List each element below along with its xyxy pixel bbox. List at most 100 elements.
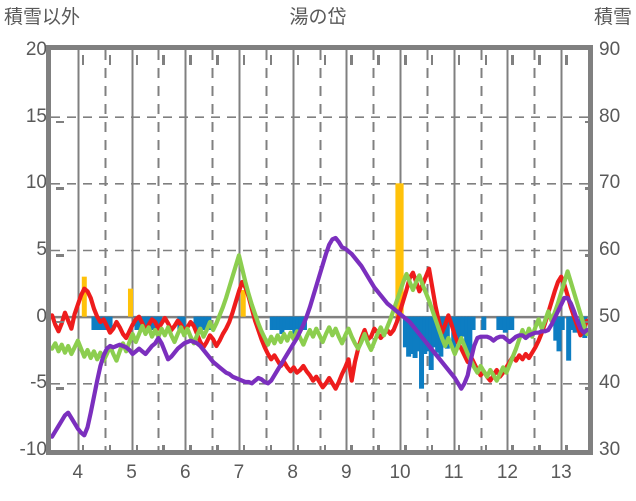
y-tick-mark-left (56, 120, 64, 124)
y-tick-mark-left (56, 387, 64, 390)
bar-blue (419, 316, 425, 389)
y-axis-tick-label-right: 80 (599, 105, 621, 127)
x-tick-mark-bottom (377, 445, 380, 455)
x-tick-mark-top (189, 55, 192, 65)
bar-blue (94, 316, 100, 330)
y-tick-mark-right (585, 254, 593, 257)
y-axis-tick-label-right: 60 (599, 239, 621, 260)
chart-canvas (51, 50, 588, 450)
bar-blue (196, 316, 202, 330)
left-axis-title: 積雪以外 (4, 7, 81, 28)
bar-blue (556, 316, 562, 352)
bar-blue (509, 316, 515, 330)
bar-blue (444, 316, 450, 349)
bar-blue (134, 316, 140, 330)
bar-blue (282, 316, 288, 330)
y-tick-mark-left (56, 254, 64, 257)
plot-area (51, 50, 588, 450)
y-tick-mark-right (585, 120, 593, 124)
plot-frame (46, 45, 593, 455)
x-axis-tick-label: 12 (496, 462, 519, 483)
y-axis-tick-label-right: 30 (599, 439, 621, 460)
x-tick-mark-bottom (81, 445, 85, 455)
bar-blue (279, 316, 285, 334)
x-tick-mark-bottom (484, 445, 488, 455)
bar-blue (553, 316, 559, 341)
bar-blue (91, 316, 97, 330)
x-tick-mark-top (484, 55, 488, 65)
bar-blue (144, 316, 150, 330)
bar-blue (180, 316, 186, 330)
y-axis-tick-label-right: 40 (599, 372, 621, 394)
series-line-red (51, 266, 588, 391)
x-tick-mark-top (296, 55, 300, 65)
bar-blue (289, 316, 295, 330)
bar-blue (425, 316, 431, 352)
y-tick-mark-right (585, 187, 593, 190)
bar-blue (435, 316, 441, 353)
bar-blue (502, 316, 508, 333)
bar-orange (398, 183, 404, 317)
bar-blue (460, 316, 466, 337)
y-axis-tick-label-left: 10 (25, 172, 47, 194)
y-tick-mark-left (56, 320, 64, 324)
bar-blue (566, 316, 572, 361)
x-tick-mark-bottom (216, 445, 219, 455)
x-axis-tick-label: 10 (389, 462, 411, 483)
bar-blue (295, 316, 301, 330)
x-tick-mark-bottom (511, 445, 514, 455)
x-tick-mark-bottom (189, 445, 192, 455)
x-tick-mark-bottom (430, 445, 434, 455)
x-tick-mark-bottom (404, 445, 407, 455)
x-axis-tick-label: 4 (72, 462, 84, 483)
x-tick-mark-top (162, 55, 165, 65)
bar-blue (150, 316, 156, 330)
bar-blue (402, 316, 408, 348)
y-axis-tick-label-left: 20 (25, 39, 47, 60)
x-tick-mark-top (135, 55, 139, 65)
y-tick-mark-right (585, 320, 593, 324)
y-tick-mark-right (585, 387, 593, 390)
x-tick-mark-bottom (269, 445, 273, 455)
y-tick-mark-left (56, 187, 64, 190)
y-axis-tick-label-right: 70 (599, 172, 621, 194)
right-axis-title: 積雪 (593, 7, 632, 28)
bar-blue (470, 316, 476, 330)
x-tick-mark-top (404, 55, 407, 65)
bar-blue (464, 316, 470, 352)
y-axis-tick-label-left: 5 (36, 239, 47, 260)
x-tick-mark-top (216, 55, 219, 65)
x-tick-mark-bottom (350, 445, 353, 455)
x-tick-mark-bottom (296, 445, 300, 455)
bar-blue (276, 316, 282, 330)
bar-blue (412, 316, 418, 358)
x-tick-mark-top (565, 55, 568, 65)
bar-blue (298, 316, 304, 330)
x-tick-mark-bottom (457, 445, 461, 455)
x-tick-mark-top (269, 55, 273, 65)
x-tick-mark-bottom (162, 445, 165, 455)
y-axis-tick-label-right: 50 (599, 305, 621, 327)
x-axis-tick-label: 7 (233, 462, 245, 483)
x-tick-mark-bottom (108, 445, 112, 455)
bar-blue (428, 316, 434, 370)
bar-orange (81, 276, 87, 317)
x-tick-mark-top (538, 55, 541, 65)
bar-blue (203, 316, 209, 330)
x-axis-tick-label: 11 (443, 462, 464, 483)
bar-blue (199, 316, 205, 330)
bar-blue (272, 316, 278, 330)
y-axis-tick-label-left: 15 (25, 105, 47, 127)
x-tick-mark-top (350, 55, 353, 65)
y-axis-tick-label-left: -10 (19, 439, 47, 460)
bar-blue (269, 316, 275, 330)
bar-blue (285, 316, 291, 330)
x-tick-mark-bottom (538, 445, 541, 455)
bar-blue (496, 316, 502, 330)
y-axis-tick-label-left: -5 (30, 372, 47, 394)
x-axis-tick-label: 6 (179, 462, 191, 483)
x-axis-tick-label: 8 (287, 462, 298, 483)
y-axis-tick-label-right: 90 (599, 39, 621, 60)
bar-blue (409, 316, 415, 354)
